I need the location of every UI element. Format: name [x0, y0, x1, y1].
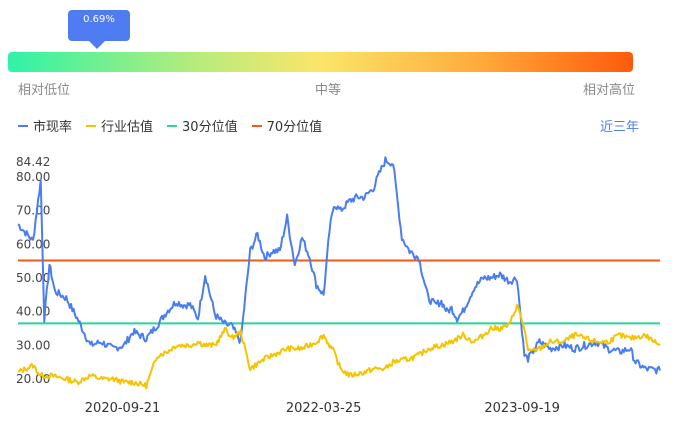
y-tick-label: 50.00 — [16, 271, 50, 285]
series-line-pe — [17, 156, 661, 375]
series-line-industry — [17, 303, 661, 390]
chart-legend: 市现率 行业估值 30分位值 70分位值 — [18, 116, 322, 135]
y-tick-label: 20.00 — [16, 372, 50, 386]
gauge-mid-label: 中等 — [315, 83, 342, 98]
legend-item-p30[interactable]: 30分位值 — [167, 116, 238, 135]
legend-swatch-p70 — [251, 124, 262, 127]
x-tick-label: 2020-09-21 — [85, 401, 161, 416]
y-tick-label: 84.42 — [16, 155, 50, 169]
legend-label-p70: 70分位值 — [266, 120, 323, 135]
y-tick-label: 40.00 — [16, 305, 50, 319]
legend-swatch-p30 — [167, 124, 178, 127]
legend-item-industry[interactable]: 行业估值 — [86, 116, 153, 135]
percentile-value: 0.69% — [83, 14, 115, 25]
legend-item-p70[interactable]: 70分位值 — [251, 116, 323, 135]
valuation-gauge-bar — [8, 52, 633, 72]
legend-swatch-pe — [18, 124, 28, 127]
legend-label-pe: 市现率 — [33, 120, 73, 135]
x-tick-label: 2023-09-19 — [484, 401, 560, 416]
gauge-low-label: 相对低位 — [18, 83, 71, 98]
legend-label-industry: 行业估值 — [101, 120, 154, 135]
legend-label-p30: 30分位值 — [182, 120, 238, 135]
legend-item-pe[interactable]: 市现率 — [18, 116, 72, 135]
tooltip-arrow — [89, 41, 105, 49]
percentile-tooltip: 0.69% — [68, 10, 130, 41]
gauge-high-label: 相对高位 — [583, 83, 636, 98]
y-tick-label: 30.00 — [16, 338, 50, 352]
y-tick-label: 70.00 — [16, 204, 50, 218]
range-selector-button[interactable]: 近三年 — [600, 120, 640, 135]
legend-swatch-industry — [86, 124, 97, 127]
x-tick-label: 2022-03-25 — [286, 401, 362, 416]
y-tick-label: 80.00 — [16, 170, 50, 184]
